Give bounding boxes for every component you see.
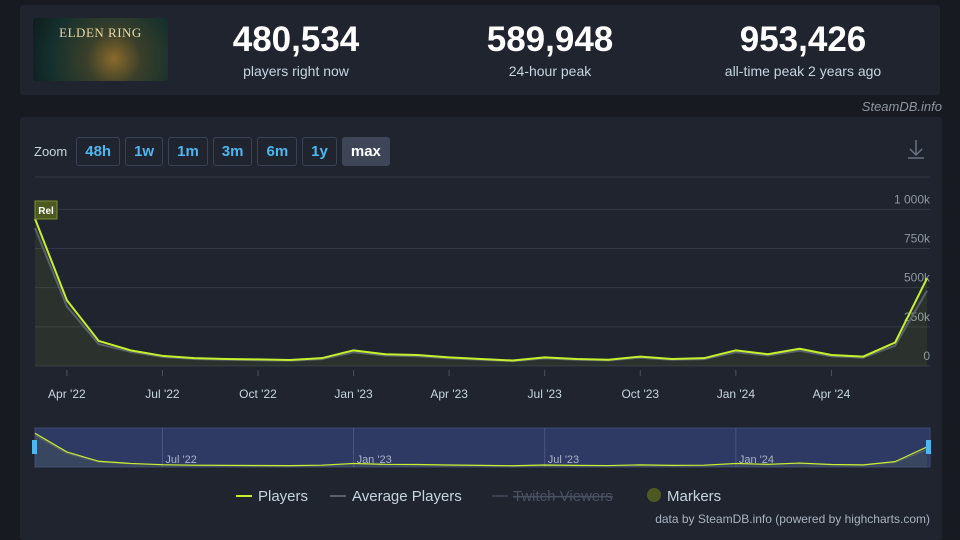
legend-label[interactable]: Players [258, 488, 308, 505]
zoom-label: Zoom [34, 144, 68, 159]
chart-panel [20, 117, 942, 540]
stat: 953,426 all-time peak 2 years ago [693, 20, 913, 79]
zoom-button[interactable]: max [341, 137, 390, 166]
navigator[interactable] [34, 427, 931, 468]
y-tick-label: 500k [904, 271, 931, 285]
zoom-bar: Zoom 48h 1w 1m 3m 6m 1y max [34, 137, 390, 166]
legend-swatch [647, 488, 661, 502]
stat-label: all-time peak 2 years ago [724, 63, 882, 79]
stat-label: players right now [243, 63, 349, 79]
marker [34, 200, 58, 220]
series-line [34, 218, 928, 362]
x-tick-label: Apr '23 [430, 387, 468, 401]
x-tick-label: Jan '23 [334, 387, 373, 401]
zoom-button[interactable]: 1m [168, 137, 208, 166]
x-tick-label: Jul '22 [145, 387, 180, 401]
source-credit: data by SteamDB.info (powered by highcha… [655, 512, 930, 526]
legend-label[interactable]: Twitch Viewers [513, 488, 613, 505]
x-tick-label: Apr '22 [48, 387, 86, 401]
x-tick-label: Jan '24 [717, 387, 756, 401]
x-tick-label: Oct '22 [239, 387, 277, 401]
x-tick-label: Oct '23 [621, 387, 659, 401]
zoom-button[interactable]: 6m [257, 137, 298, 166]
stats-panel [20, 5, 940, 95]
navigator-handle[interactable] [32, 440, 37, 454]
stat: 589,948 24-hour peak [440, 20, 660, 79]
navigator-tick-label: Jan '23 [357, 454, 392, 466]
stat: 480,534 players right now [186, 20, 406, 79]
game-name: ELDEN RING [59, 25, 142, 40]
navigator-line [34, 432, 928, 467]
download-icon[interactable] [908, 140, 924, 159]
x-tick-label: Jul '23 [528, 387, 563, 401]
y-tick-label: 1 000k [894, 192, 931, 206]
y-tick-label: 750k [904, 232, 931, 246]
game-logo: ELDEN RING [33, 18, 168, 81]
zoom-button[interactable]: 3m [212, 137, 253, 166]
marker-label: Rel [38, 206, 54, 217]
navigator-tick-label: Jul '22 [165, 454, 196, 466]
stat-value: 589,948 [486, 20, 614, 59]
y-tick-label: 0 [923, 349, 930, 363]
x-tick-label: Apr '24 [813, 387, 851, 401]
navigator-tick-label: Jul '23 [548, 454, 579, 466]
series-area [35, 218, 927, 366]
stat-label: 24-hour peak [508, 63, 592, 79]
stat-value: 480,534 [232, 20, 360, 59]
stat-value: 953,426 [739, 20, 867, 59]
navigator-tick-label: Jan '24 [739, 454, 774, 466]
legend-label[interactable]: Markers [667, 488, 721, 505]
legend-label[interactable]: Average Players [352, 488, 462, 505]
credit: SteamDB.info [861, 99, 942, 114]
zoom-button[interactable]: 1y [302, 137, 337, 166]
navigator-handle[interactable] [926, 440, 931, 454]
zoom-button[interactable]: 1w [125, 137, 164, 166]
zoom-button[interactable]: 48h [76, 137, 121, 166]
